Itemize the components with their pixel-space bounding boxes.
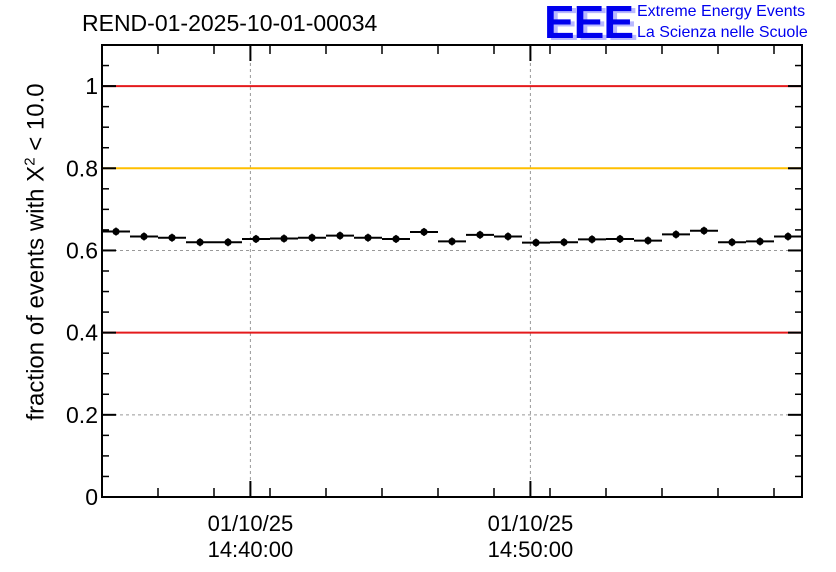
data-point — [140, 232, 148, 241]
logo-line-2: La Scienza nelle Scuole — [637, 24, 808, 41]
y-axis-label-symbol: X — [22, 165, 50, 182]
eee-logo: EEE EEE — [544, 2, 638, 46]
data-point — [364, 234, 372, 242]
y-tick-label: 0.6 — [66, 237, 98, 263]
data-point — [392, 235, 400, 243]
y-axis-label-sup: 2 — [21, 157, 39, 166]
data-point — [560, 238, 568, 246]
y-tick-label: 0.8 — [66, 155, 98, 181]
y-axis-label-prefix: fraction of events with — [22, 181, 50, 421]
data-point — [504, 232, 512, 241]
data-point — [728, 238, 736, 246]
data-point — [308, 234, 316, 242]
x-tick-label-time: 14:40:00 — [208, 537, 294, 562]
data-point — [616, 235, 624, 243]
data-series — [102, 226, 802, 247]
data-point — [252, 235, 260, 243]
axis-ticks — [101, 45, 802, 498]
plot-frame — [101, 44, 803, 498]
data-point — [784, 232, 792, 241]
logo-line-1: Extreme Energy Events — [637, 3, 806, 20]
x-tick-label-date: 01/10/25 — [208, 511, 294, 536]
data-point — [588, 235, 596, 243]
data-point — [644, 236, 652, 245]
x-tick-label-time: 14:50:00 — [488, 537, 574, 562]
y-tick-label: 0.4 — [66, 320, 98, 346]
y-axis-label: fraction of events with X2 < 10.0 — [22, 83, 51, 420]
data-point — [168, 234, 176, 242]
data-point — [532, 239, 540, 247]
data-point — [280, 234, 288, 243]
run-title: REND-01-2025-10-01-00034 — [82, 10, 378, 36]
y-tick-label: 0.2 — [66, 402, 98, 428]
x-tick-label-date: 01/10/25 — [488, 511, 574, 536]
data-point — [112, 227, 120, 236]
eee-logo-mark: EEE — [544, 2, 633, 46]
data-point — [672, 230, 680, 239]
data-point — [476, 231, 484, 239]
eee-logo-shadow: EEE — [548, 2, 637, 46]
data-point — [224, 238, 232, 246]
tick-labels: 00.20.40.60.8101/10/2514:40:0001/10/2514… — [66, 73, 573, 562]
reference-lines — [102, 85, 802, 334]
data-point — [448, 237, 456, 246]
grid-lines — [102, 45, 802, 497]
data-point — [420, 228, 428, 236]
y-axis-label-suffix: < 10.0 — [22, 83, 50, 158]
data-point — [336, 232, 344, 240]
data-point — [700, 227, 708, 235]
data-point — [196, 238, 204, 246]
data-point — [756, 237, 764, 246]
y-tick-label: 0 — [85, 484, 98, 510]
y-tick-label: 1 — [85, 73, 98, 99]
